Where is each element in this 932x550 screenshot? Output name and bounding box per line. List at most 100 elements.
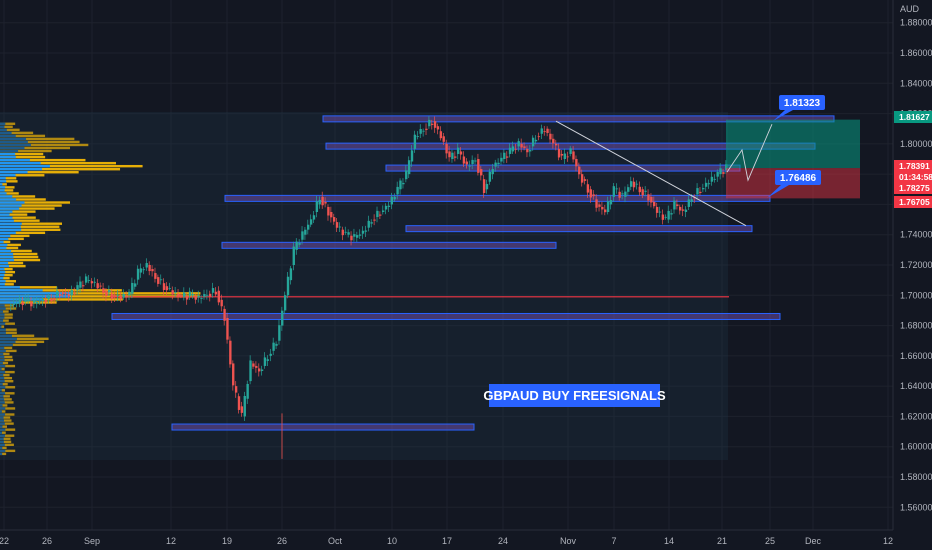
candle-body [148,265,151,272]
candle-body [425,128,428,130]
callout-pointer [767,185,789,198]
y-tick-label: 1.70000 [900,290,932,300]
candle-body [269,353,272,356]
candle-body [159,279,163,281]
candle-body [655,206,659,213]
candle-body [321,196,324,206]
candle-body [93,281,97,283]
volume-profile-bar [0,449,16,453]
candle-body [448,151,451,158]
candle-body [309,219,313,225]
volume-profile-bar [0,168,121,171]
volume-profile-bar-buy [0,252,14,256]
candle-body [707,183,711,185]
time-axis[interactable]: 22 26 Sep 12 19 26 Oct 10 17 24 Nov 7 14 21 25 Dec 12 [0,529,932,550]
level-zone [171,423,475,431]
price-tag-bg [894,160,932,172]
trendline[interactable] [555,120,747,227]
volume-profile-bar [0,419,12,422]
x-tick-label: 19 [222,536,232,546]
candle-body [618,191,621,198]
candle-body [376,210,379,218]
candle-body [537,136,541,138]
volume-profile-bar [0,389,6,392]
volume-profile-bar [0,283,14,286]
volume-profile-bar [0,313,13,316]
volume-profile-bar [0,364,16,368]
volume-profile-bar [0,267,13,271]
candle-body [462,156,466,164]
volume-profile-bar-buy [0,301,20,304]
candle-body [439,131,443,139]
volume-profile-bar-buy [0,383,3,386]
candle-body [488,171,492,182]
signal-banner-bg [489,384,660,407]
candle-body [393,196,396,200]
candle-body [183,292,186,297]
volume-profile-bar [0,434,15,437]
volume-profile-bar [0,280,17,283]
candle-body [168,288,171,289]
volume-profile-bar-buy [0,343,13,347]
volume-profile-bar-buy [0,146,25,150]
candle-body [529,150,532,152]
candle-body [624,191,627,197]
candle-body [21,302,24,305]
price-axis[interactable]: AUD 1.880001.860001.840001.820001.800001… [892,0,932,550]
candle-body [113,295,117,298]
candlesticks [10,116,728,459]
volume-profile-bar-buy [0,134,16,138]
y-tick-label: 1.56000 [900,502,932,512]
candle-body [162,283,166,290]
candle-body [257,368,261,372]
long-position-tool[interactable] [726,119,860,199]
candle-body [214,291,218,295]
candle-body [47,295,50,300]
candle-body [84,276,88,283]
candle-body [59,294,62,296]
candle-body [641,189,644,196]
candle-body [526,148,529,153]
candle-body [554,143,558,146]
candle-body [133,283,137,287]
candle-body [18,299,22,303]
volume-profile-bar-buy [0,401,5,404]
candle-body [563,153,567,159]
candle-body [283,295,287,311]
volume-profile-bar [0,373,10,377]
volume-profile-bar [0,164,143,168]
volume-profile-bar [0,343,37,347]
price-tag-bg [894,196,932,208]
candle-body [332,217,336,222]
volume-profile-bar-buy [0,298,43,301]
candle-body [384,205,388,210]
candle-body [243,395,246,417]
volume-profile-bar [0,195,36,198]
volume-profile-bar [0,425,7,428]
volume-profile-bar-buy [0,225,21,228]
candle-body [661,214,665,220]
volume-profile-bar-buy [0,443,5,446]
candle-body [252,363,255,367]
candle-body [119,296,122,300]
candle-body [358,234,362,236]
volume-profile-bar [0,440,12,443]
candle-body [451,152,454,159]
volume-profile-bar [0,222,62,225]
volume-profile-bar-buy [0,186,6,189]
volume-profile-bar [0,225,60,228]
price-tag-label: 1.76705 [899,197,930,207]
volume-profile-bar [0,228,61,231]
volume-profile-bar-buy [0,195,13,198]
callout-bg [779,95,825,110]
volume-profile-bar [0,171,79,174]
trendline-line [555,120,747,227]
candle-body [719,168,722,175]
candle-body [609,200,613,205]
volume-profile-bar [0,304,14,307]
y-tick-label: 1.60000 [900,442,932,452]
candle-body [422,130,425,132]
candle-body [116,295,120,297]
candle-body [416,136,419,137]
